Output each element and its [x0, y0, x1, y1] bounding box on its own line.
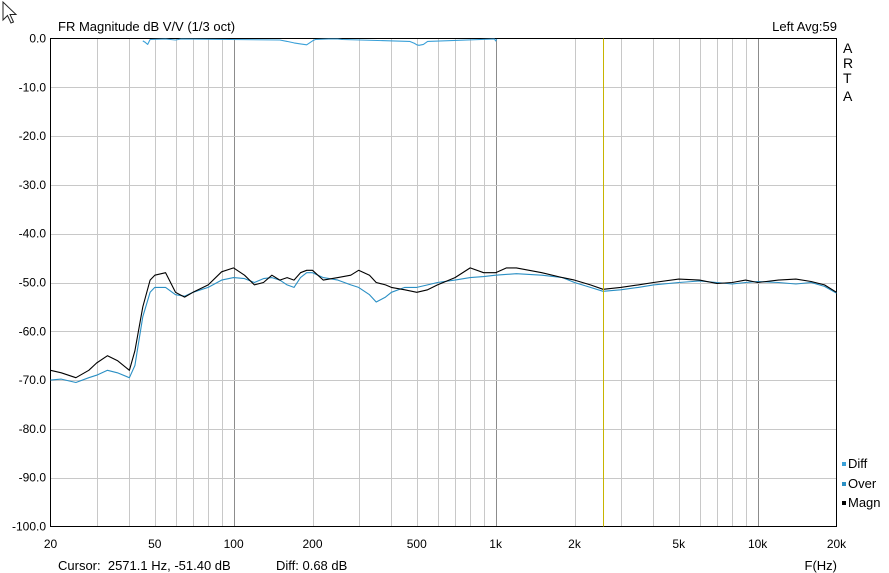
y-tick-label: 0.0: [29, 32, 46, 46]
x-tick-label: 50: [148, 537, 162, 551]
x-tick-label: 100: [224, 537, 244, 551]
legend-label-magn: Magn: [848, 495, 881, 510]
x-tick-label: 10k: [748, 537, 768, 551]
y-axis-ticks: 0.0 -10.0 -20.0 -30.0 -40.0 -50.0 -60.0 -70.0 -8…: [12, 32, 46, 534]
legend-swatch-over: [842, 482, 846, 486]
series-layer: [50, 38, 837, 384]
x-tick-label: 20: [44, 537, 58, 551]
y-tick-label: -30.0: [19, 178, 47, 192]
legend-label-over: Over: [848, 476, 877, 491]
x-tick-label: 200: [302, 537, 322, 551]
side-label: A R T A: [843, 40, 853, 104]
series-line-magn: [50, 267, 837, 379]
y-tick-label: -100.0: [12, 520, 46, 534]
legend-swatch-diff: [842, 462, 846, 466]
x-tick-label: 2k: [568, 537, 582, 551]
chart-title: FR Magnitude dB V/V (1/3 oct): [58, 19, 235, 34]
x-tick-label: 20k: [827, 537, 847, 551]
y-tick-label: -20.0: [19, 129, 47, 143]
side-label-letter: R: [843, 55, 853, 71]
y-tick-label: -10.0: [19, 80, 47, 94]
side-label-letter: A: [843, 88, 853, 104]
series-line-over: [50, 272, 837, 384]
channel-info: Left Avg:59: [772, 19, 837, 34]
side-label-letter: A: [843, 40, 853, 56]
mouse-pointer-icon: [2, 0, 18, 24]
y-tick-label: -90.0: [19, 471, 47, 485]
y-tick-label: -60.0: [19, 324, 47, 338]
cursor-readout: Cursor: 2571.1 Hz, -51.40 dB: [58, 558, 231, 573]
x-tick-label: 500: [407, 537, 427, 551]
series-line-diff: [142, 38, 498, 46]
x-tick-label: 5k: [672, 537, 686, 551]
legend: Diff Over Magn: [842, 456, 881, 510]
y-tick-label: -40.0: [19, 227, 47, 241]
x-tick-label: 1k: [489, 537, 503, 551]
y-tick-label: -70.0: [19, 373, 47, 387]
legend-label-diff: Diff: [848, 456, 868, 471]
legend-swatch-magn: [842, 501, 846, 505]
plot-frame: [50, 38, 837, 527]
y-tick-label: -50.0: [19, 276, 47, 290]
x-axis-label: F(Hz): [805, 558, 838, 573]
diff-readout: Diff: 0.68 dB: [276, 558, 347, 573]
x-axis-ticks: 20 50 100 200 500 1k 2k 5k 10k 20k: [44, 537, 847, 551]
side-label-letter: T: [843, 70, 852, 86]
y-tick-label: -80.0: [19, 422, 47, 436]
